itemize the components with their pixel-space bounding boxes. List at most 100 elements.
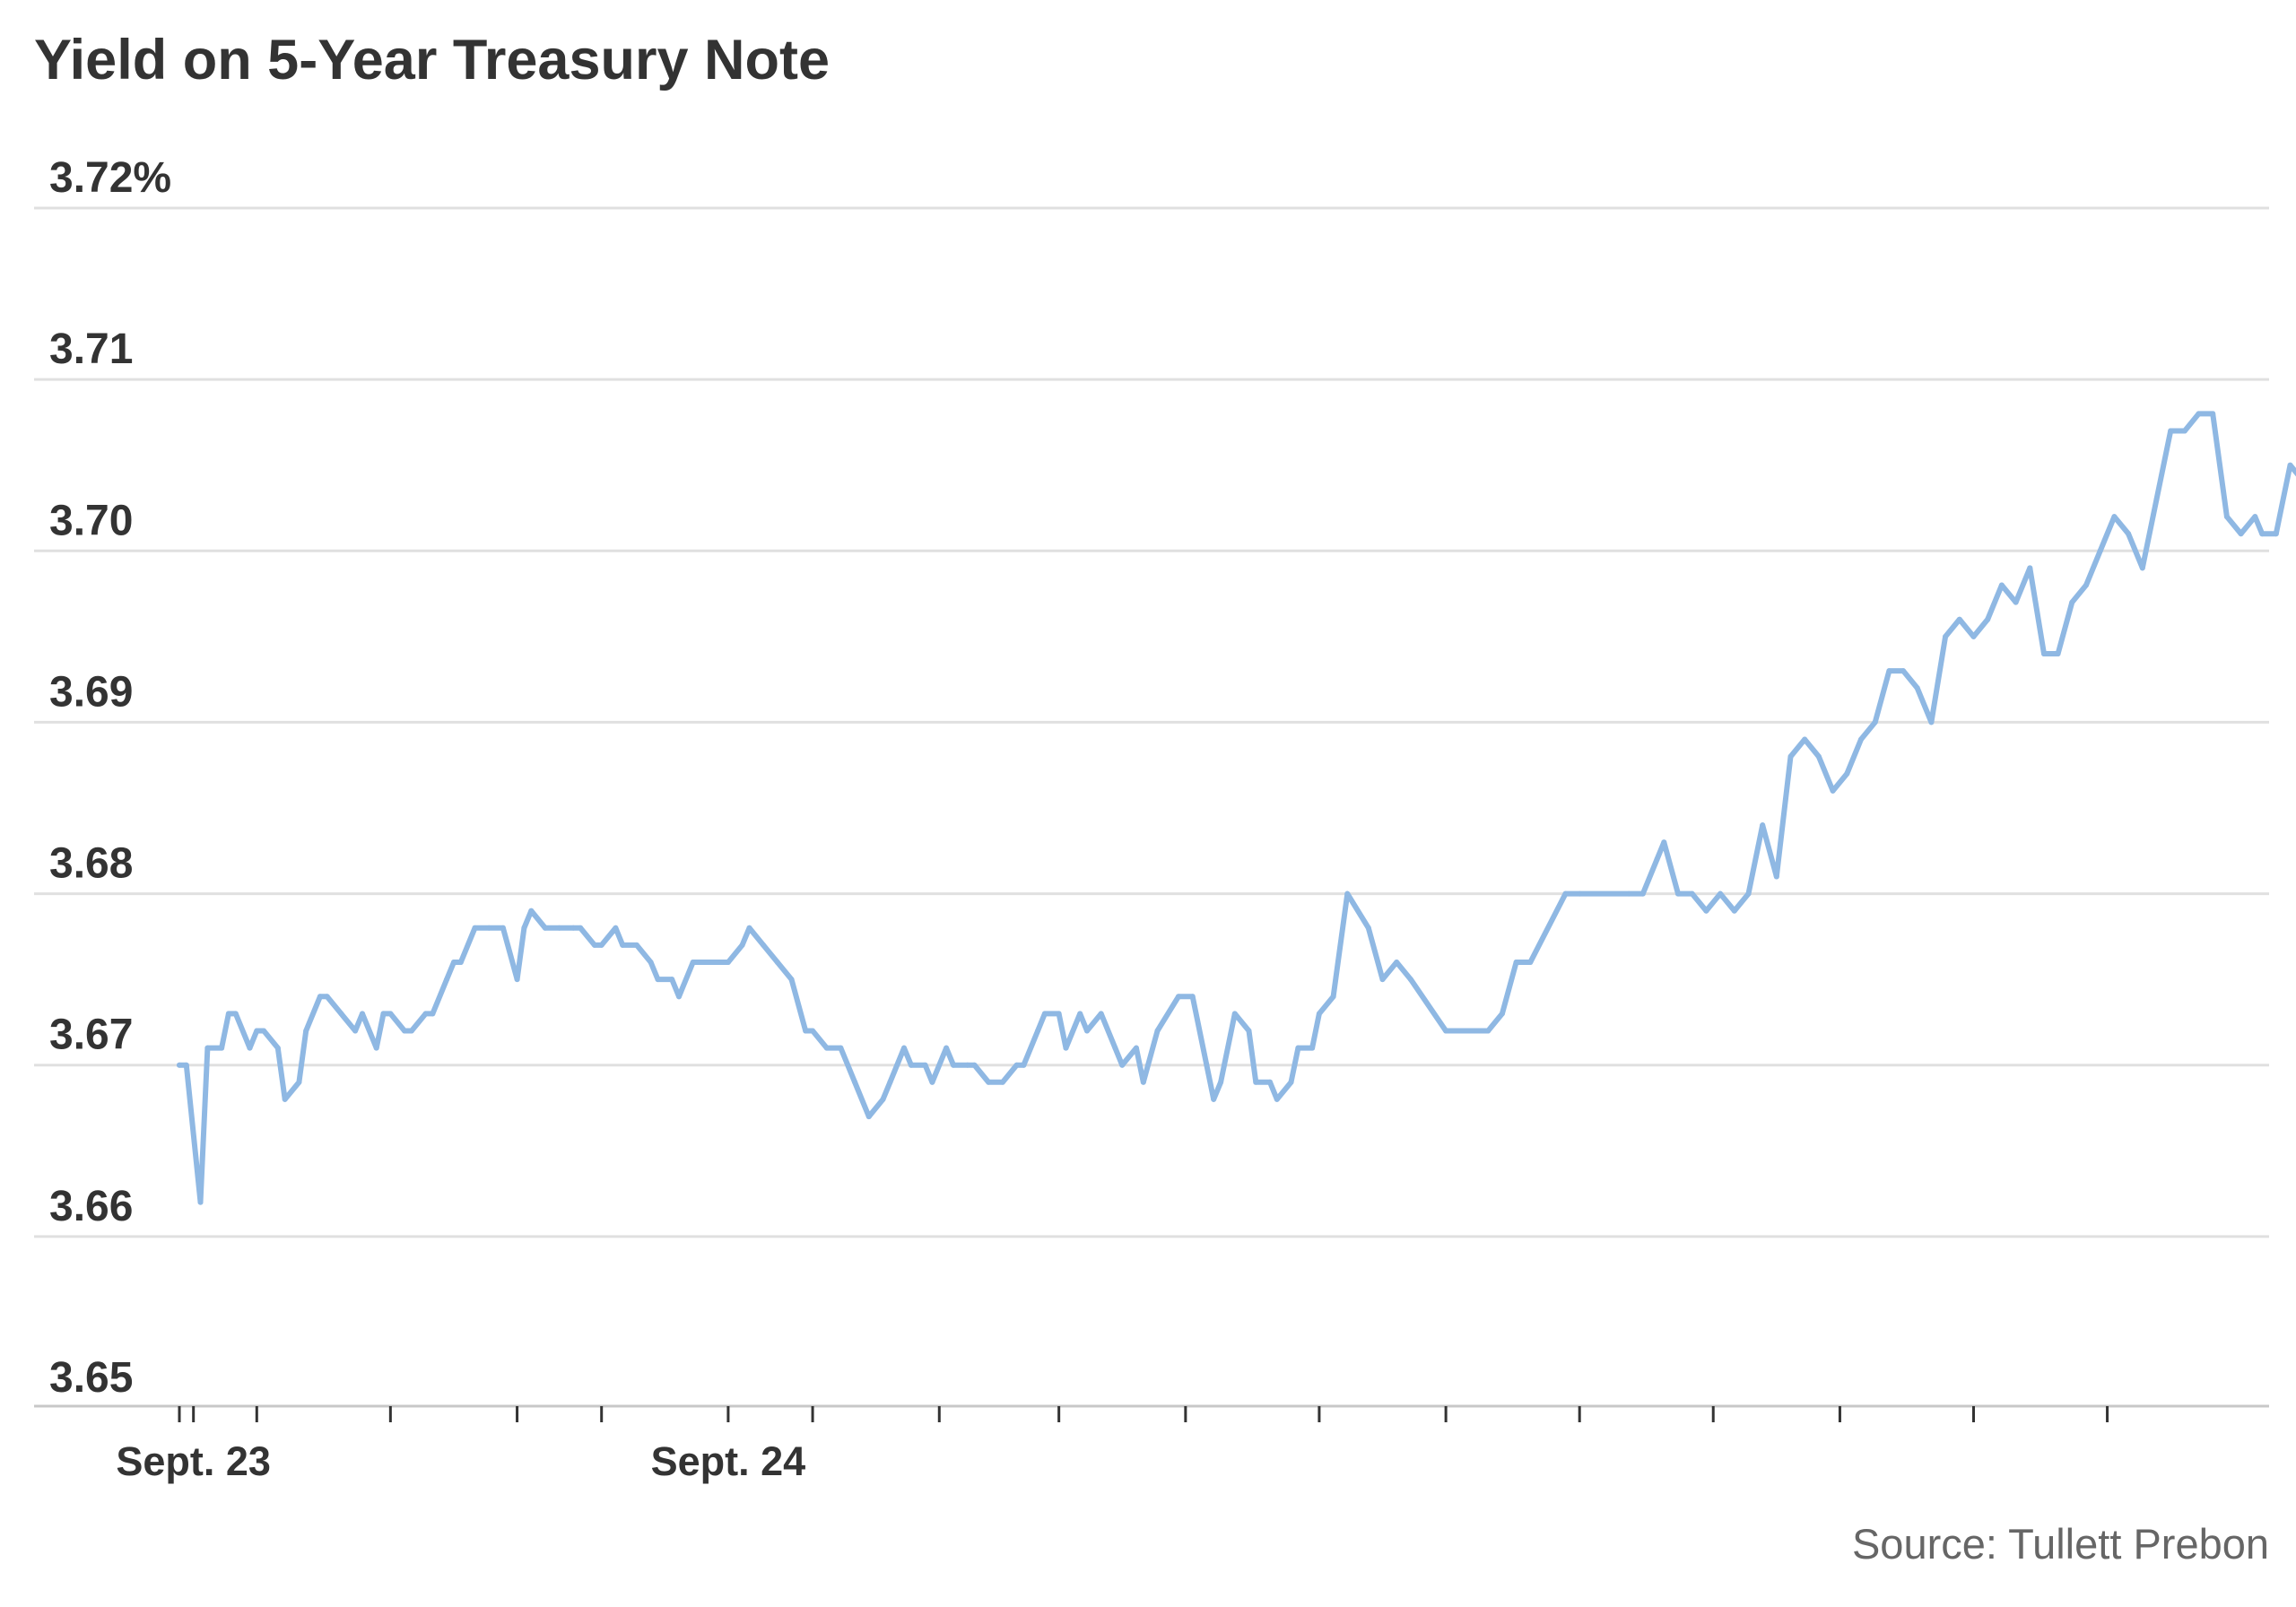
- data-point: [225, 1011, 231, 1017]
- data-point: [247, 1045, 253, 1051]
- data-point: [1316, 1011, 1322, 1017]
- data-point: [360, 1011, 365, 1017]
- data-point: [1773, 873, 1779, 880]
- data-point: [725, 960, 731, 965]
- data-point: [1394, 960, 1400, 965]
- data-point: [718, 960, 725, 965]
- data-point: [1077, 1011, 1083, 1017]
- data-point: [1021, 1062, 1027, 1068]
- data-point: [1063, 1045, 1069, 1051]
- y-tick-label: 3.66: [49, 1183, 133, 1230]
- data-point: [1830, 787, 1836, 794]
- data-point: [964, 1062, 970, 1068]
- data-point: [1956, 616, 1962, 622]
- data-point: [746, 925, 752, 931]
- data-point: [1133, 1045, 1139, 1051]
- data-point: [655, 977, 661, 983]
- data-point: [373, 1045, 379, 1051]
- data-point: [2273, 531, 2279, 537]
- data-point: [408, 1028, 414, 1034]
- data-point: [457, 960, 464, 965]
- data-point: [803, 1028, 809, 1034]
- data-point: [704, 960, 710, 965]
- data-point: [197, 1199, 204, 1205]
- data-point: [1985, 616, 1991, 622]
- data-point: [1041, 1011, 1048, 1017]
- data-point: [183, 1062, 189, 1068]
- gridlines: [34, 206, 2269, 1238]
- data-point: [1344, 890, 1351, 897]
- data-point: [1154, 1028, 1161, 1034]
- data-point: [422, 1011, 429, 1017]
- data-point: [1407, 977, 1413, 983]
- data-point: [486, 925, 492, 931]
- data-point: [2139, 565, 2145, 571]
- data-point: [1379, 977, 1386, 983]
- data-point: [1675, 890, 1681, 897]
- data-point: [944, 1045, 950, 1051]
- data-point: [2210, 411, 2216, 417]
- data-point: [648, 960, 654, 965]
- data-point: [620, 942, 626, 948]
- x-tick-label: Sept. 24: [651, 1438, 806, 1484]
- data-point: [2259, 531, 2266, 537]
- data-point: [2027, 565, 2033, 571]
- data-point: [2223, 514, 2230, 520]
- data-point: [338, 1011, 344, 1017]
- data-point: [2055, 651, 2061, 656]
- data-point: [2083, 582, 2089, 588]
- data-point: [929, 1079, 935, 1085]
- data-point: [387, 1011, 394, 1017]
- data-point: [1886, 668, 1892, 674]
- data-point: [2252, 514, 2258, 520]
- data-point: [1689, 890, 1695, 897]
- series-line-yield: [177, 411, 2296, 1205]
- data-point: [521, 925, 527, 931]
- data-point: [1330, 994, 1336, 1000]
- data-point: [282, 1096, 288, 1102]
- y-tick-label: 3.68: [49, 840, 133, 888]
- data-point: [472, 925, 478, 931]
- data-point: [598, 942, 604, 948]
- y-tick-label: 3.72%: [49, 154, 171, 202]
- series-points: [177, 411, 2293, 1205]
- data-point: [986, 1079, 992, 1085]
- data-point: [971, 1062, 978, 1068]
- data-point: [1527, 960, 1534, 965]
- data-point: [1119, 1062, 1126, 1068]
- data-point: [788, 977, 795, 983]
- data-point: [1513, 960, 1519, 965]
- data-point: [633, 942, 639, 948]
- data-point: [852, 1079, 858, 1085]
- data-point: [219, 1045, 225, 1051]
- data-point: [865, 1114, 872, 1120]
- data-point: [2181, 428, 2187, 434]
- data-point: [613, 925, 619, 931]
- data-point: [232, 1011, 239, 1017]
- y-tick-label: 3.69: [49, 668, 133, 716]
- data-point: [261, 1028, 267, 1034]
- data-point: [2238, 531, 2244, 537]
- data-point: [690, 960, 696, 965]
- data-point: [1218, 1079, 1224, 1085]
- y-tick-label: 3.71: [49, 326, 133, 373]
- data-point: [1626, 890, 1632, 897]
- series-layer: [177, 411, 2296, 1205]
- data-point: [1914, 685, 1920, 691]
- data-point: [1970, 633, 1977, 639]
- data-point: [1745, 890, 1752, 897]
- data-point: [2168, 428, 2174, 434]
- data-point: [1035, 1028, 1041, 1034]
- data-point: [1943, 633, 1949, 639]
- data-point: [444, 977, 450, 983]
- data-point: [1211, 1096, 1217, 1102]
- data-point: [1802, 736, 1808, 743]
- data-point: [274, 1045, 281, 1051]
- y-tick-label: 3.70: [49, 497, 133, 544]
- data-point: [1140, 1079, 1146, 1085]
- data-point: [1274, 1096, 1280, 1102]
- data-point: [578, 925, 584, 931]
- data-point: [1718, 890, 1724, 897]
- data-point: [556, 925, 562, 931]
- data-point: [1309, 1045, 1316, 1051]
